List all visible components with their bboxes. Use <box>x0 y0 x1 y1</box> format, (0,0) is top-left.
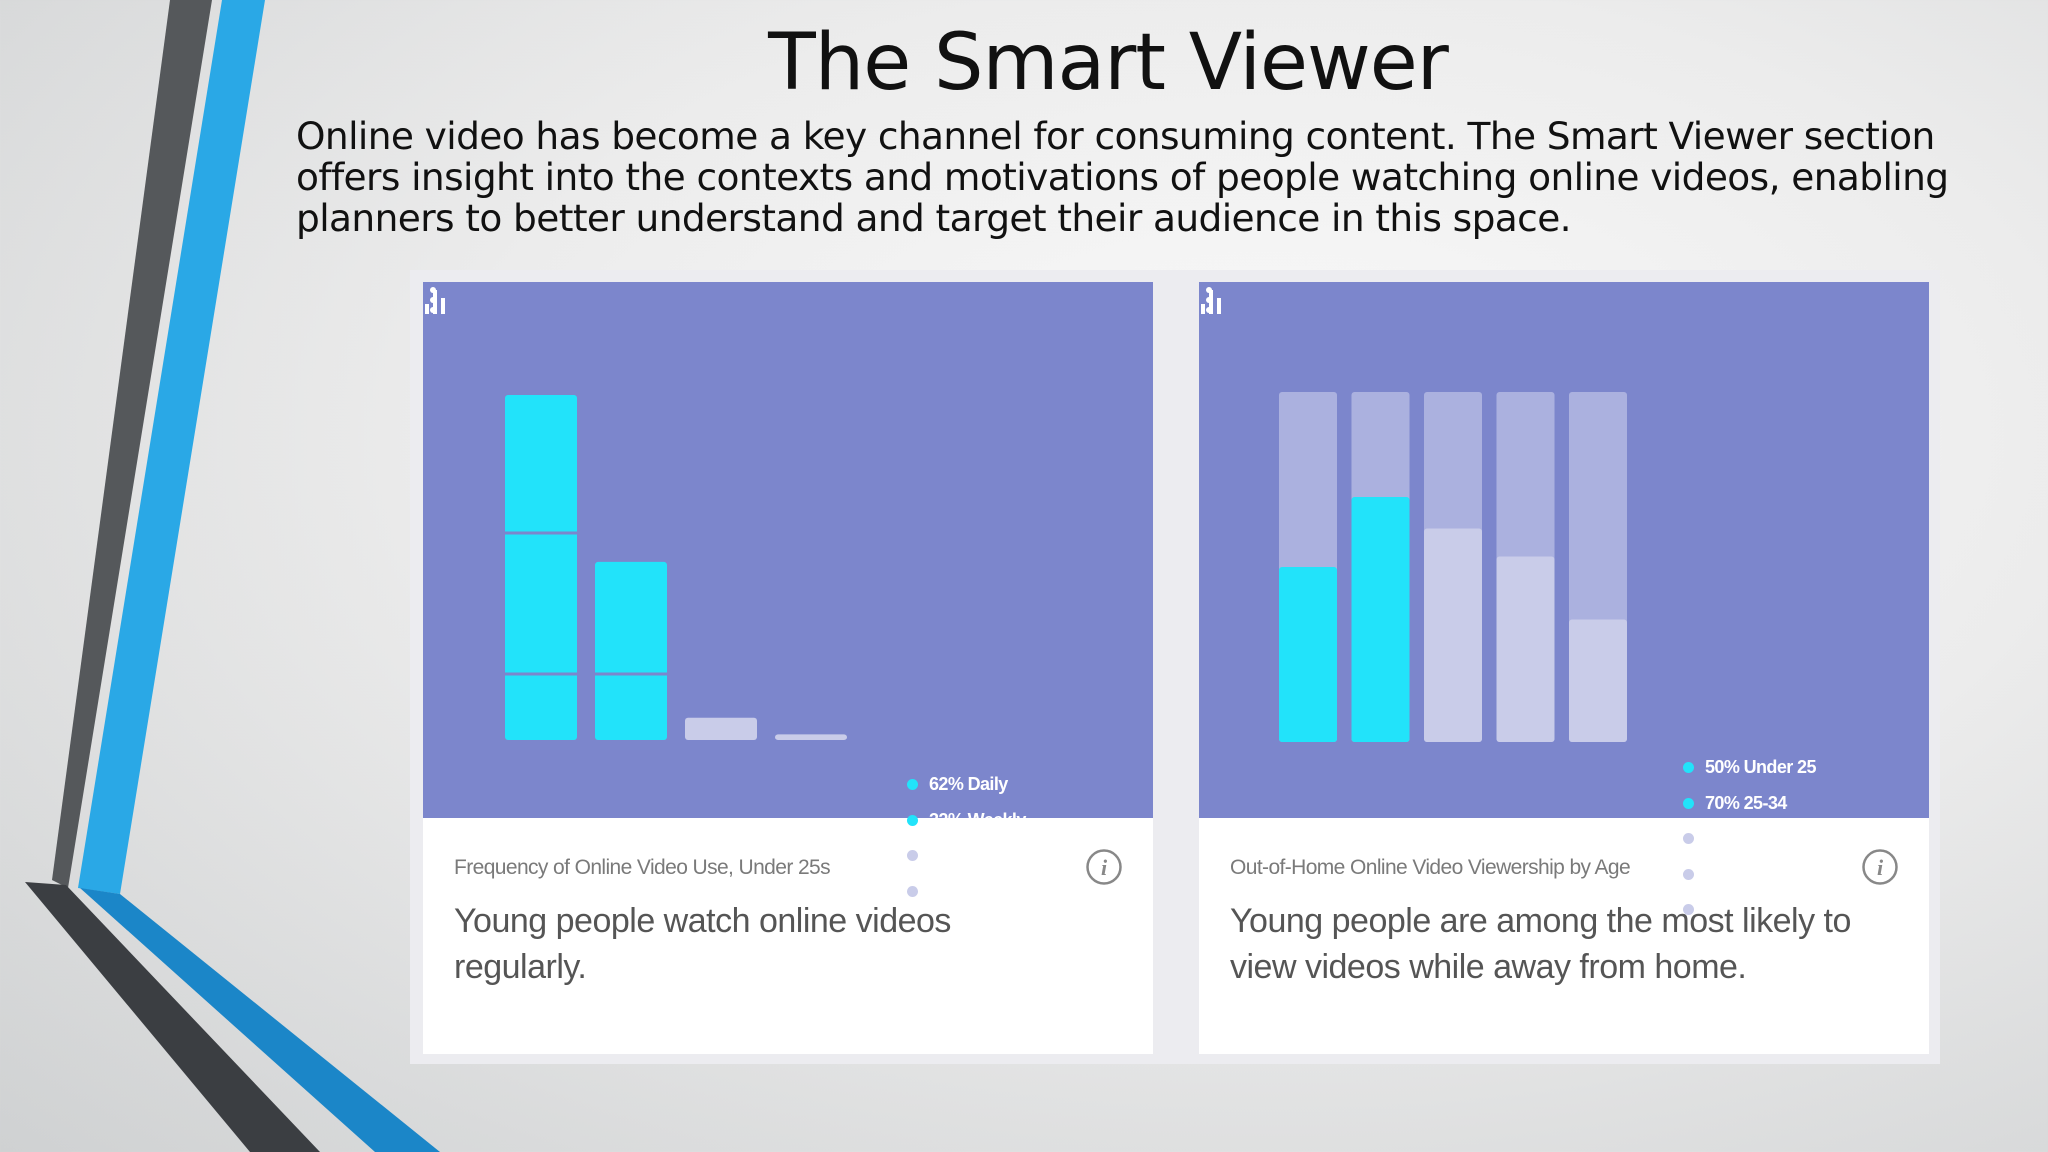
chart-legend: 50% Under 25 70% 25-34 61% 35-44 53% 45-… <box>1683 754 1816 932</box>
legend-dot <box>1683 833 1694 844</box>
insight-card-frequency[interactable]: 62% Daily 32% Weekly 4% Monthly 1% Less … <box>423 282 1153 1054</box>
legend-item: 4% Monthly <box>907 842 1045 878</box>
bar-weekly <box>595 561 667 740</box>
more-vertical-icon[interactable] <box>1199 282 1219 318</box>
bar-daily <box>505 395 577 740</box>
legend-item: 35% 55+ <box>1683 896 1816 932</box>
legend-item: 61% 35-44 <box>1683 825 1816 861</box>
blue-diagonal-bar <box>78 0 265 894</box>
dark-lower-bar <box>25 882 320 1152</box>
legend-item: 50% Under 25 <box>1683 754 1816 790</box>
legend-dot <box>907 850 918 861</box>
legend-item: 32% Weekly <box>907 807 1045 843</box>
svg-text:i: i <box>1101 855 1108 880</box>
bar-less-often <box>775 734 847 740</box>
age-bar-chart <box>1279 392 1627 742</box>
card-subtitle: Out-of-Home Online Video Viewership by A… <box>1230 856 1631 879</box>
legend-item: 1% Less Often <box>907 878 1046 914</box>
frequency-bar-chart <box>505 395 847 740</box>
insight-card-out-of-home[interactable]: 50% Under 25 70% 25-34 61% 35-44 53% 45-… <box>1199 282 1929 1054</box>
info-icon[interactable]: i <box>1085 848 1123 886</box>
chart-panel <box>1199 282 1929 818</box>
dark-diagonal-bar <box>52 0 212 888</box>
bar-segment-divider <box>505 672 577 676</box>
chart-panel <box>423 282 1153 818</box>
bar-under-25 <box>1279 567 1337 742</box>
bar-55+ <box>1569 619 1627 742</box>
bar-35-44 <box>1424 528 1482 742</box>
more-vertical-icon[interactable] <box>423 282 443 318</box>
card-subtitle: Frequency of Online Video Use, Under 25s <box>454 856 831 879</box>
legend-dot <box>1683 762 1694 773</box>
bar-segment-divider <box>505 531 577 535</box>
chart-legend: 62% Daily 32% Weekly 4% Monthly 1% Less … <box>907 771 1046 914</box>
bar-monthly <box>685 717 757 740</box>
legend-dot <box>907 779 918 790</box>
legend-dot <box>1683 797 1694 809</box>
legend-item: 62% Daily <box>907 771 1045 807</box>
legend-dot <box>1683 868 1694 880</box>
slide-intro: Online video has become a key channel fo… <box>296 114 1949 240</box>
bar-45-54 <box>1496 556 1555 742</box>
bar-segment-divider <box>595 672 667 676</box>
blue-lower-bar <box>80 888 440 1152</box>
legend-item: 53% 45-54 <box>1683 861 1816 897</box>
bar-25-34 <box>1351 497 1410 742</box>
legend-item: 70% 25-34 <box>1683 790 1816 826</box>
legend-dot <box>1683 904 1694 915</box>
card-headline: Young people watch online videos regular… <box>454 902 951 986</box>
legend-dot <box>907 814 918 826</box>
svg-text:i: i <box>1877 855 1884 880</box>
legend-dot <box>907 885 918 897</box>
slide-title: The Smart Viewer <box>768 18 1449 108</box>
info-icon[interactable]: i <box>1861 848 1899 886</box>
card-headline: Young people are among the most likely t… <box>1230 902 1851 986</box>
